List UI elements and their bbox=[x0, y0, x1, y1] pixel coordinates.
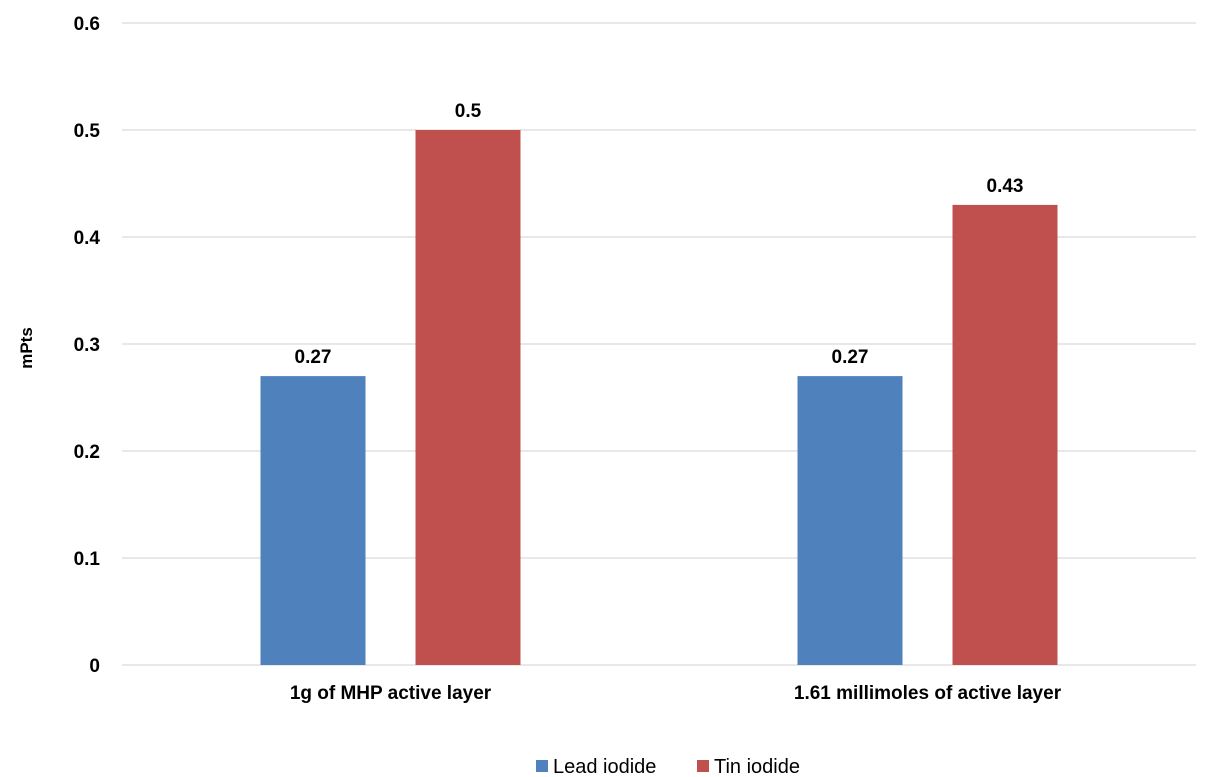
legend-swatch bbox=[697, 760, 709, 772]
y-tick-label: 0.4 bbox=[74, 228, 101, 249]
y-tick-label: 0 bbox=[89, 656, 100, 677]
data-label: 0.27 bbox=[832, 347, 869, 368]
legend-item-lead-iodide: Lead iodide bbox=[536, 756, 656, 777]
x-axis-categories: 1g of MHP active layer 1.61 millimoles of… bbox=[290, 683, 1062, 704]
y-tick-label: 0.6 bbox=[74, 14, 100, 35]
y-axis-ticks: 0 0.1 0.2 0.3 0.4 0.5 0.6 bbox=[74, 14, 101, 677]
y-tick-label: 0.3 bbox=[74, 335, 100, 356]
bar bbox=[260, 376, 366, 665]
x-category-label: 1.61 millimoles of active layer bbox=[794, 683, 1062, 704]
data-label: 0.43 bbox=[987, 176, 1024, 197]
bar bbox=[797, 376, 903, 665]
data-labels: 0.27 0.5 0.27 0.43 bbox=[295, 101, 1024, 368]
data-label: 0.27 bbox=[295, 347, 332, 368]
legend-item-tin-iodide: Tin iodide bbox=[697, 756, 800, 777]
y-axis-label: mPts bbox=[17, 327, 36, 369]
legend-label: Lead iodide bbox=[553, 756, 656, 777]
data-label: 0.5 bbox=[455, 101, 482, 122]
x-category-label: 1g of MHP active layer bbox=[290, 683, 492, 704]
legend: Lead iodide Tin iodide bbox=[536, 756, 800, 777]
y-tick-label: 0.5 bbox=[74, 121, 101, 142]
bar bbox=[415, 130, 521, 665]
bars bbox=[260, 130, 1058, 665]
bar bbox=[952, 204, 1058, 665]
legend-label: Tin iodide bbox=[714, 756, 800, 777]
y-tick-label: 0.1 bbox=[74, 549, 101, 570]
legend-swatch bbox=[536, 760, 548, 772]
y-tick-label: 0.2 bbox=[74, 442, 100, 463]
